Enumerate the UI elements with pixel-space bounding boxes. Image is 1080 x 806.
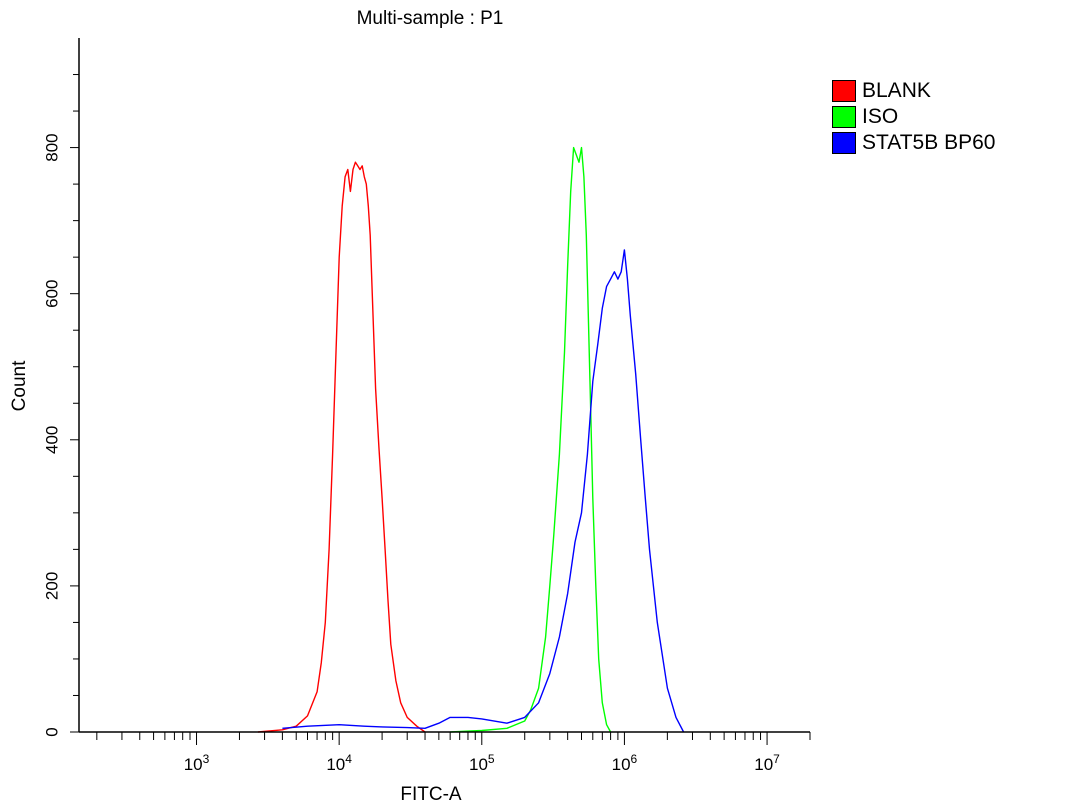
legend-label-stat5b: STAT5B BP60 [862, 131, 996, 154]
series-layer [257, 146, 685, 733]
legend-swatch-iso [832, 106, 856, 128]
x-tick-label: 107 [754, 752, 780, 774]
y-tick-label: 200 [43, 572, 62, 600]
x-tick-label: 105 [469, 752, 495, 774]
y-tick-label: 800 [43, 133, 62, 161]
chart-title: Multi-sample : P1 [357, 8, 504, 29]
legend-swatch-blank [832, 80, 856, 102]
legend-label-blank: BLANK [862, 79, 931, 102]
x-tick-label: 106 [612, 752, 638, 774]
y-tick-label: 0 [43, 727, 62, 736]
y-axis-label: Count [9, 360, 30, 411]
series-line-blank [257, 161, 426, 733]
y-tick-label: 600 [43, 279, 62, 307]
legend-label-iso: ISO [862, 105, 899, 128]
series-line-stat5b-bp60 [282, 249, 685, 733]
x-axis-label: FITC-A [400, 784, 462, 805]
x-tick-label: 104 [326, 752, 352, 774]
legend-item-stat5b: STAT5B BP60 [832, 130, 995, 156]
y-tick-label: 400 [43, 426, 62, 454]
legend-item-iso: ISO [832, 104, 995, 130]
legend-item-blank: BLANK [832, 78, 995, 104]
y-axis: 0 200 400 600 800 [43, 74, 79, 737]
series-line-iso [450, 146, 612, 733]
legend: BLANK ISO STAT5B BP60 [832, 78, 995, 156]
x-tick-label: 103 [184, 752, 210, 774]
legend-swatch-stat5b [832, 132, 856, 154]
x-axis: 103 104 105 106 107 [96, 732, 811, 774]
